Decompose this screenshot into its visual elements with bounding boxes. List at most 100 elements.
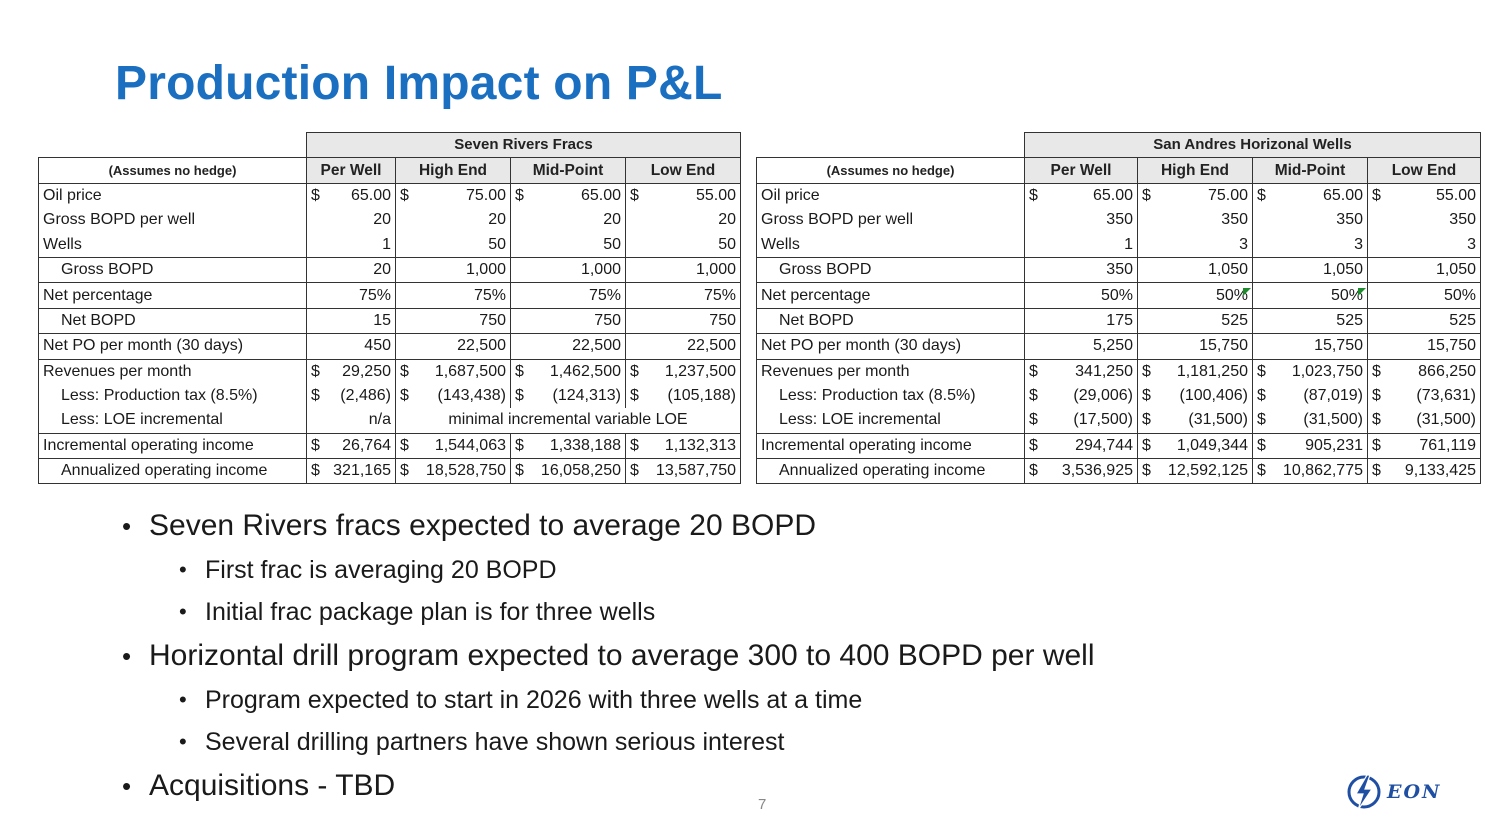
cell-value: 1 xyxy=(1124,235,1133,253)
cell-value: 525 xyxy=(1449,311,1476,329)
value-cell: 75% xyxy=(625,282,741,309)
currency-symbol: $ xyxy=(515,436,524,454)
cell-value: 20 xyxy=(603,211,621,229)
value-cell: 1,000 xyxy=(395,256,511,283)
value-cell: $26,764 xyxy=(306,432,396,459)
value-cell: $75.00 xyxy=(395,182,511,209)
value-cell: 15,750 xyxy=(1367,333,1481,360)
cell-value: 3 xyxy=(1239,235,1248,253)
value-cell: 15 xyxy=(306,307,396,334)
currency-symbol: $ xyxy=(400,186,409,204)
table-row: Gross BOPD 350 1,050 1,050 1,050 xyxy=(756,256,1481,283)
cell-value: (105,188) xyxy=(667,387,737,405)
row-label: Less: Production tax (8.5%) xyxy=(38,383,307,409)
cell-value: 525 xyxy=(1221,311,1248,329)
value-cell: 1,050 xyxy=(1367,256,1481,283)
cell-value: 75% xyxy=(358,286,391,304)
value-cell: 20 xyxy=(625,208,741,233)
value-cell: $12,592,125 xyxy=(1137,458,1253,485)
value-cell: 3 xyxy=(1137,232,1253,258)
row-label: Revenues per month xyxy=(756,358,1025,384)
group-header: San Andres Horizonal Wells xyxy=(1024,131,1481,159)
value-cell: 525 xyxy=(1137,307,1253,334)
cell-value: 1,000 xyxy=(580,261,621,279)
row-label: Net BOPD xyxy=(38,307,307,334)
currency-symbol: $ xyxy=(400,387,409,405)
cell-value: n/a xyxy=(368,411,391,429)
currency-symbol: $ xyxy=(1029,411,1038,429)
value-cell: $3,536,925 xyxy=(1024,458,1138,485)
currency-symbol: $ xyxy=(1142,387,1151,405)
row-label: Net percentage xyxy=(756,282,1025,309)
currency-symbol: $ xyxy=(311,436,320,454)
value-cell: $1,049,344 xyxy=(1137,432,1253,459)
cell-value: 3,536,925 xyxy=(1061,462,1133,480)
value-cell: $905,231 xyxy=(1252,432,1368,459)
row-label: Net percentage xyxy=(38,282,307,309)
cell-value: 1,462,500 xyxy=(549,362,621,380)
value-cell: $294,744 xyxy=(1024,432,1138,459)
cell-value: 50% xyxy=(1100,286,1133,304)
table-row: Gross BOPD 20 1,000 1,000 1,000 xyxy=(38,256,741,283)
cell-value: 20 xyxy=(488,211,506,229)
cell-value: 55.00 xyxy=(695,186,736,204)
value-cell: $16,058,250 xyxy=(510,458,626,485)
value-cell: $1,181,250 xyxy=(1137,358,1253,384)
value-cell: $ (17,500) xyxy=(1024,408,1138,434)
cell-value: 750 xyxy=(709,311,736,329)
row-label: Oil price xyxy=(756,182,1025,209)
cell-value: 15,750 xyxy=(1314,337,1363,355)
row-label: Incremental operating income xyxy=(38,432,307,459)
cell-value: 1,050 xyxy=(1322,261,1363,279)
currency-symbol: $ xyxy=(630,387,639,405)
value-cell: 750 xyxy=(625,307,741,334)
cell-value: 1,049,344 xyxy=(1176,436,1248,454)
currency-symbol: $ xyxy=(1142,362,1151,380)
currency-symbol: $ xyxy=(1372,436,1381,454)
row-label: Gross BOPD per well xyxy=(38,208,307,233)
value-cell: 350 xyxy=(1024,208,1138,233)
currency-symbol: $ xyxy=(1372,462,1381,480)
bullet-item: Horizontal drill program expected to ave… xyxy=(122,636,1095,682)
value-cell: $ (124,313) xyxy=(510,383,626,409)
cell-value: 65.00 xyxy=(1092,186,1133,204)
san-andres-table: San Andres Horizonal Wells (Assumes no he… xyxy=(756,131,1481,485)
cell-value: 50% xyxy=(1215,286,1248,304)
value-cell: 450 xyxy=(306,333,396,360)
cell-value: 65.00 xyxy=(580,186,621,204)
sub-bullet-item: Several drilling partners have shown ser… xyxy=(122,724,1095,766)
table-row: Net percentage 75% 75% 75% 75% xyxy=(38,282,741,309)
currency-symbol: $ xyxy=(1257,411,1266,429)
cell-value: 1,050 xyxy=(1435,261,1476,279)
column-header: Per Well xyxy=(1024,157,1138,184)
table-row: Net PO per month (30 days) 450 22,500 22,50… xyxy=(38,333,741,360)
value-cell: $10,862,775 xyxy=(1252,458,1368,485)
value-cell: 22,500 xyxy=(510,333,626,360)
value-cell: $341,250 xyxy=(1024,358,1138,384)
value-cell: 5,250 xyxy=(1024,333,1138,360)
currency-symbol: $ xyxy=(400,462,409,480)
value-cell: 75% xyxy=(510,282,626,309)
cell-value: (31,500) xyxy=(1303,411,1363,429)
currency-symbol: $ xyxy=(515,362,524,380)
cell-value: 1,544,063 xyxy=(434,436,506,454)
table-row: Oil price $65.00 $75.00 $65.00 $55.00 xyxy=(756,182,1481,209)
cell-value: 1,181,250 xyxy=(1176,362,1248,380)
value-cell: 750 xyxy=(395,307,511,334)
row-label: Gross BOPD xyxy=(38,256,307,283)
cell-value: 350 xyxy=(1106,211,1133,229)
table-row: Net BOPD 175 525 525 525 xyxy=(756,307,1481,334)
value-cell: $ (2,486) xyxy=(306,383,396,409)
header-spacer xyxy=(757,133,1025,158)
value-cell: 1,000 xyxy=(510,256,626,283)
value-cell: 1,000 xyxy=(625,256,741,283)
value-cell: 20 xyxy=(306,256,396,283)
row-label: Incremental operating income xyxy=(756,432,1025,459)
value-cell: 350 xyxy=(1252,208,1368,233)
column-header: Low End xyxy=(1367,157,1481,184)
value-cell: 20 xyxy=(306,208,396,233)
value-cell: 50% xyxy=(1252,282,1368,309)
table-row: Net percentage 50% 50% 50% 50% xyxy=(756,282,1481,309)
value-cell: $1,132,313 xyxy=(625,432,741,459)
currency-symbol: $ xyxy=(1372,387,1381,405)
